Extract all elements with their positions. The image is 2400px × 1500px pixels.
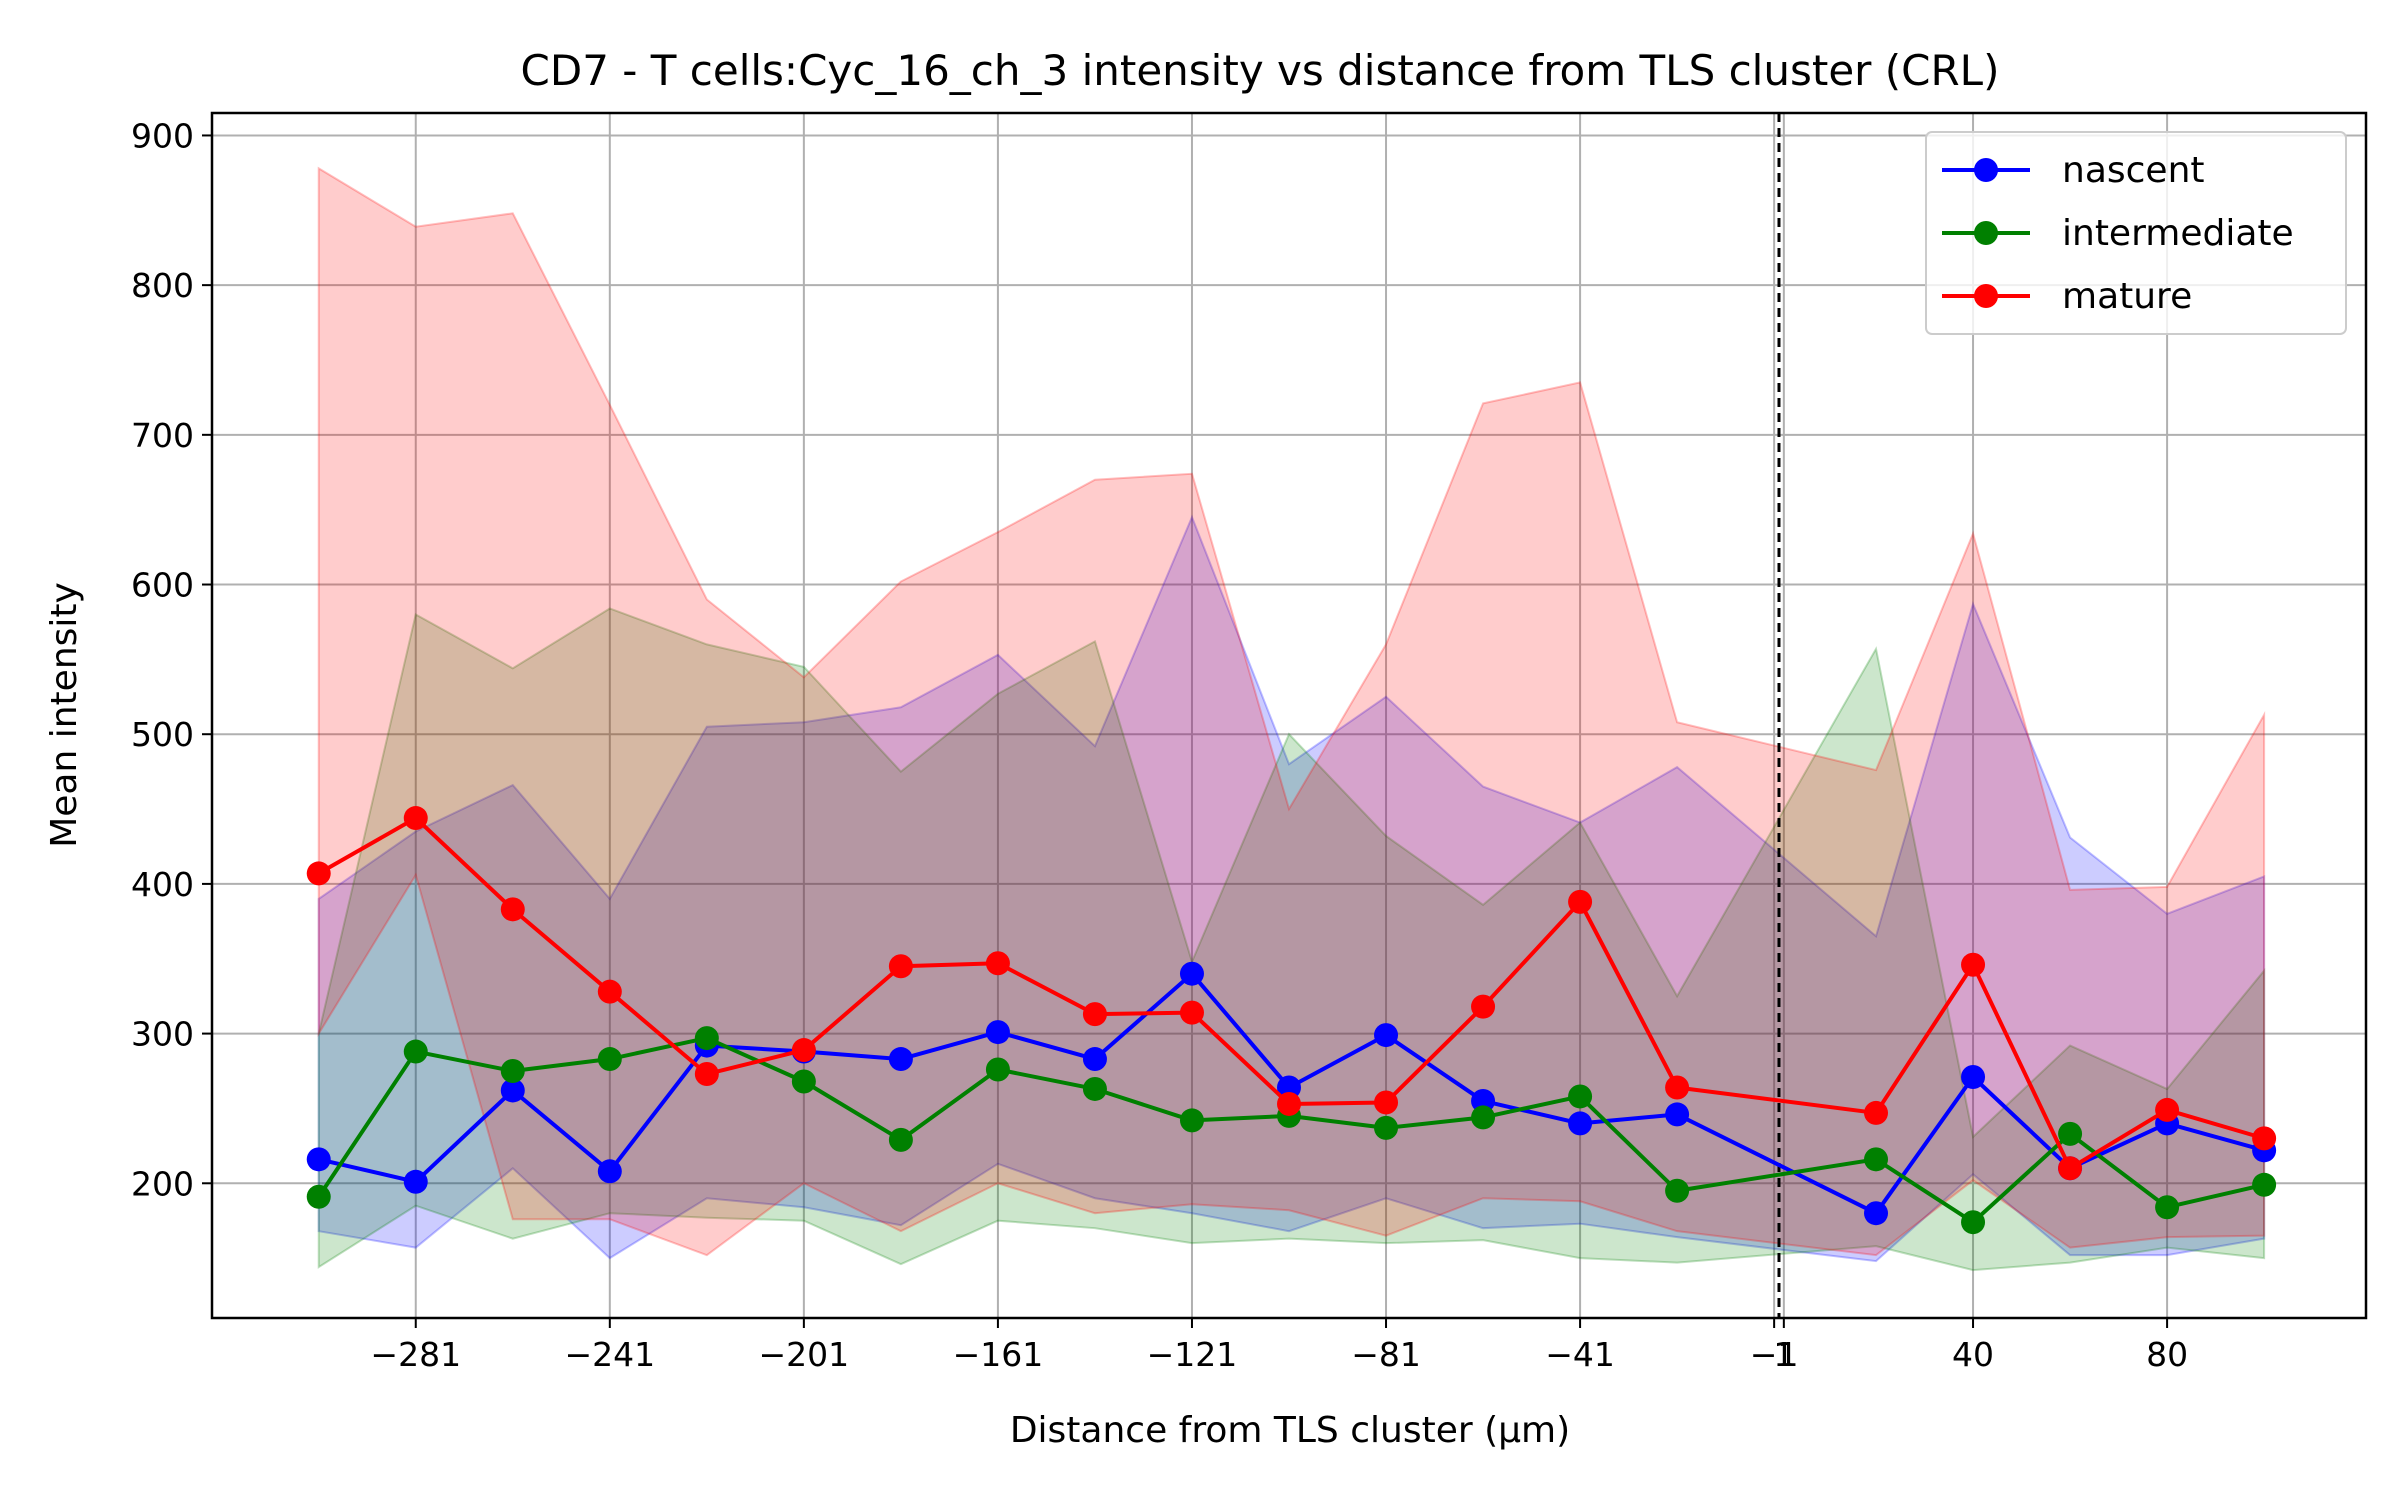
legend-marker-mature bbox=[1974, 284, 1998, 308]
data-point-mature bbox=[985, 951, 1010, 976]
x-tick-label: 1 bbox=[1773, 1335, 1794, 1374]
legend-box bbox=[1925, 131, 2347, 335]
data-point-intermediate bbox=[403, 1039, 428, 1064]
data-point-intermediate bbox=[1179, 1108, 1204, 1133]
data-point-mature bbox=[306, 861, 331, 886]
data-point-mature bbox=[500, 897, 525, 922]
data-point-nascent bbox=[1374, 1023, 1399, 1048]
data-point-mature bbox=[2058, 1156, 2083, 1181]
legend-marker-nascent bbox=[1974, 158, 1998, 182]
legend-label-intermediate: intermediate bbox=[2062, 213, 2294, 254]
data-point-nascent bbox=[1961, 1065, 1986, 1089]
data-point-nascent bbox=[403, 1169, 428, 1194]
data-point-mature bbox=[2155, 1097, 2180, 1122]
legend-entry-intermediate: intermediate bbox=[1942, 213, 2294, 254]
data-point-mature bbox=[403, 806, 428, 831]
x-tick-label: 40 bbox=[1952, 1335, 1994, 1374]
data-point-nascent bbox=[1082, 1047, 1107, 1072]
legend-entry-mature: mature bbox=[1942, 276, 2192, 317]
data-point-mature bbox=[1082, 1002, 1107, 1027]
data-point-mature bbox=[1471, 994, 1496, 1019]
data-point-intermediate bbox=[1374, 1115, 1399, 1140]
series-line-nascent bbox=[318, 971, 2265, 1216]
data-point-intermediate bbox=[888, 1127, 913, 1152]
data-point-nascent bbox=[1179, 961, 1204, 986]
data-point-mature bbox=[1864, 1100, 1889, 1125]
y-tick-label: 800 bbox=[131, 266, 194, 305]
data-point-intermediate bbox=[1961, 1210, 1986, 1235]
legend-label-nascent: nascent bbox=[2062, 150, 2205, 191]
y-axis-ticks: 200 300 400 500 600 700 800 900 bbox=[131, 116, 212, 1203]
x-tick-label: −41 bbox=[1545, 1335, 1615, 1374]
data-point-intermediate bbox=[1471, 1105, 1496, 1130]
x-tick-label: −161 bbox=[953, 1335, 1044, 1374]
data-point-mature bbox=[1665, 1075, 1690, 1100]
data-point-intermediate bbox=[597, 1047, 622, 1072]
data-point-nascent bbox=[1665, 1102, 1690, 1127]
x-axis-ticks: −281 −241 −201 −161 −121 −81 −41 −11 40 80 bbox=[370, 1318, 2188, 1374]
y-tick-label: 600 bbox=[131, 566, 194, 605]
data-point-mature bbox=[2252, 1126, 2277, 1151]
y-tick-label: 400 bbox=[131, 865, 194, 904]
data-point-mature bbox=[1179, 1000, 1204, 1025]
series-lines bbox=[306, 806, 2277, 1235]
data-point-nascent bbox=[1864, 1201, 1889, 1226]
data-point-mature bbox=[791, 1038, 816, 1063]
x-tick-label: 80 bbox=[2146, 1335, 2188, 1374]
x-tick-label: −81 bbox=[1351, 1335, 1421, 1374]
data-point-intermediate bbox=[791, 1069, 816, 1094]
data-point-intermediate bbox=[2155, 1195, 2180, 1220]
data-point-intermediate bbox=[500, 1059, 525, 1084]
chart-title: CD7 - T cells:Cyc_16_ch_3 intensity vs d… bbox=[521, 46, 2000, 95]
x-tick-label: −201 bbox=[759, 1335, 850, 1374]
data-point-nascent bbox=[985, 1020, 1010, 1045]
y-axis-label: Mean intensity bbox=[44, 582, 85, 848]
x-tick-label: −1 bbox=[1750, 1335, 1799, 1374]
y-tick-label: 500 bbox=[131, 715, 194, 754]
data-point-mature bbox=[1374, 1090, 1399, 1115]
legend: nascent intermediate mature bbox=[1925, 131, 2347, 335]
data-point-nascent bbox=[500, 1078, 525, 1103]
data-point-intermediate bbox=[2252, 1172, 2277, 1197]
legend-marker-intermediate bbox=[1974, 221, 1998, 245]
data-point-intermediate bbox=[1864, 1147, 1889, 1172]
data-point-nascent bbox=[597, 1159, 622, 1184]
data-point-intermediate bbox=[1082, 1076, 1107, 1101]
y-tick-label: 900 bbox=[131, 116, 194, 155]
data-point-mature bbox=[1961, 952, 1986, 977]
data-point-intermediate bbox=[1568, 1084, 1593, 1109]
data-point-intermediate bbox=[2058, 1121, 2083, 1146]
data-point-intermediate bbox=[985, 1057, 1010, 1082]
legend-entry-nascent: nascent bbox=[1942, 150, 2205, 191]
x-axis-label: Distance from TLS cluster (μm) bbox=[1010, 1410, 1570, 1451]
x-tick-label: −241 bbox=[564, 1335, 655, 1374]
x-tick-label: −121 bbox=[1147, 1335, 1238, 1374]
series-line-mature bbox=[317, 816, 2265, 1171]
y-tick-label: 300 bbox=[131, 1015, 194, 1054]
legend-label-mature: mature bbox=[2062, 276, 2192, 317]
data-point-intermediate bbox=[306, 1184, 331, 1209]
x-tick-label: −281 bbox=[370, 1335, 461, 1374]
y-tick-label: 200 bbox=[131, 1164, 194, 1203]
data-point-mature bbox=[1568, 889, 1593, 914]
y-tick-label: 700 bbox=[131, 416, 194, 455]
data-point-intermediate bbox=[1665, 1178, 1690, 1203]
data-point-nascent bbox=[1568, 1111, 1593, 1136]
data-point-mature bbox=[694, 1062, 719, 1087]
data-point-nascent bbox=[1277, 1075, 1301, 1100]
data-point-mature bbox=[1277, 1091, 1301, 1116]
data-point-nascent bbox=[888, 1047, 913, 1072]
data-point-mature bbox=[597, 979, 622, 1004]
plot-frame bbox=[210, 111, 2368, 1320]
data-point-nascent bbox=[306, 1147, 331, 1172]
data-point-nascent bbox=[1471, 1088, 1496, 1113]
data-point-mature bbox=[888, 954, 913, 979]
series-line-intermediate bbox=[317, 1036, 2265, 1225]
data-point-intermediate bbox=[694, 1026, 719, 1051]
